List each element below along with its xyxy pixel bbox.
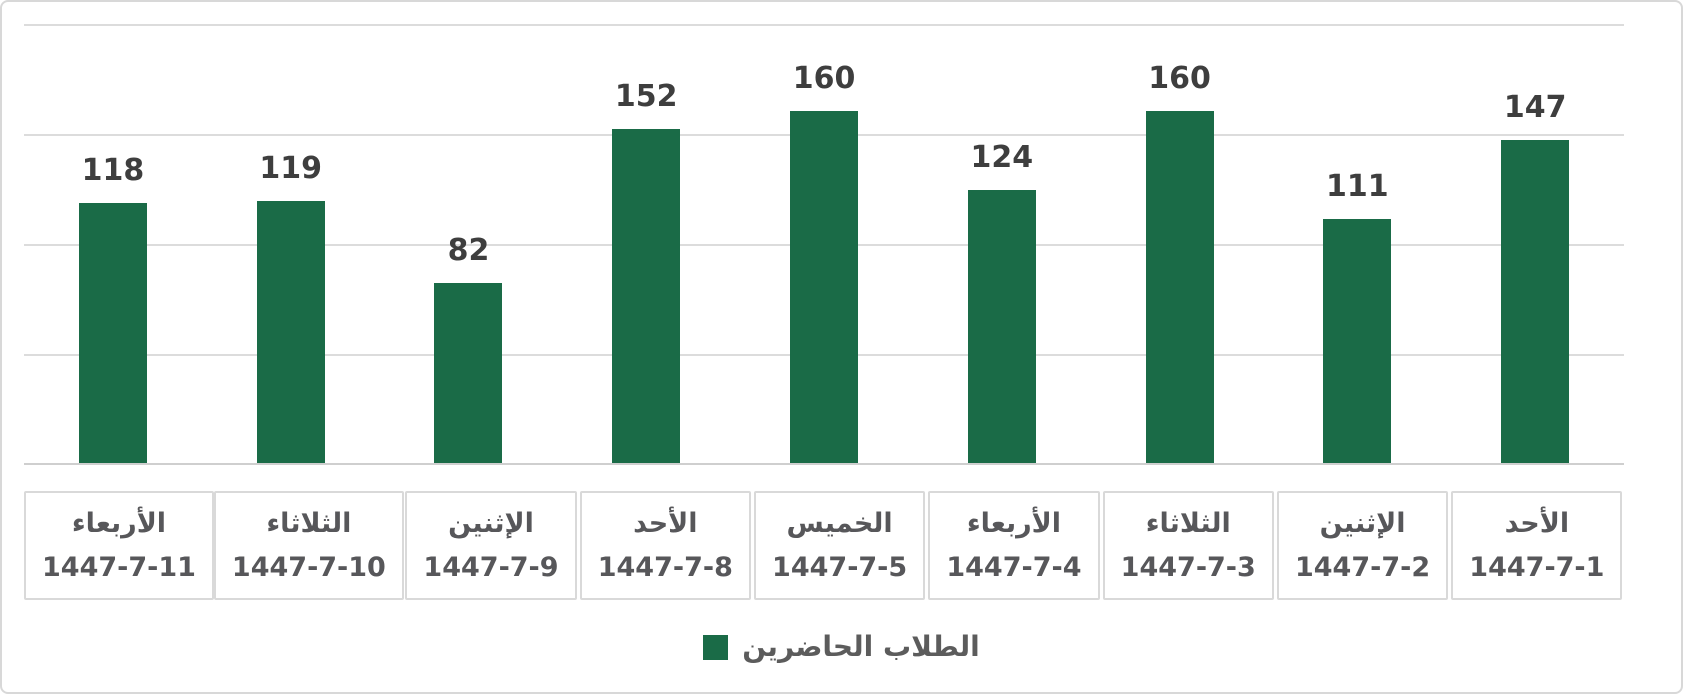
category-labels-row: الأربعاء 1447-7-11 الثلاثاء 1447-7-10 الإثني… [24, 491, 1624, 601]
bar[interactable] [1501, 139, 1570, 463]
bar-column: 160 [1091, 25, 1269, 463]
bar[interactable] [967, 190, 1036, 463]
category-label-cell: الإثنين 1447-7-9 [404, 491, 578, 601]
bar[interactable] [1323, 218, 1392, 463]
bar-value-label: 119 [259, 151, 322, 187]
category-label-cell: الثلاثاء 1447-7-3 [1101, 491, 1275, 601]
bar-chart-plot-area: 118 119 82 152 160 124 160 111 147 [24, 24, 1624, 465]
bar-column: 124 [913, 25, 1091, 463]
category-label-cell: الأحد 1447-7-8 [578, 491, 752, 601]
category-day-label: الأربعاء [71, 508, 167, 539]
bars-row: 118 119 82 152 160 124 160 111 147 [24, 25, 1624, 463]
bar[interactable] [256, 201, 325, 463]
category-day-label: الأحد [1504, 508, 1570, 539]
category-label-box: الإثنين 1447-7-2 [1276, 491, 1449, 601]
category-label-box: الأحد 1447-7-8 [579, 491, 751, 601]
category-day-label: الأربعاء [966, 508, 1062, 539]
category-date-label: 1447-7-11 [42, 552, 196, 584]
category-date-label: 1447-7-8 [597, 552, 733, 584]
bar-column: 152 [557, 25, 735, 463]
category-date-label: 1447-7-3 [1120, 552, 1256, 584]
category-label-cell: الأحد 1447-7-1 [1450, 491, 1624, 601]
category-label-cell: الخميس 1447-7-5 [752, 491, 926, 601]
category-day-label: الإثنين [1319, 508, 1406, 539]
legend-swatch-icon [703, 634, 729, 660]
bar-column: 82 [380, 25, 558, 463]
bar-value-label: 160 [792, 61, 856, 96]
category-day-label: الثلاثاء [1145, 508, 1231, 539]
category-date-label: 1447-7-5 [772, 552, 908, 584]
category-label-box: الأحد 1447-7-1 [1451, 491, 1623, 601]
category-label-cell: الثلاثاء 1447-7-10 [213, 491, 404, 601]
category-label-cell: الأربعاء 1447-7-11 [24, 491, 214, 601]
bar-value-label: 160 [1148, 61, 1211, 96]
category-date-label: 1447-7-10 [231, 552, 386, 584]
category-label-box: الخميس 1447-7-5 [754, 491, 926, 601]
category-day-label: الثلاثاء [266, 508, 352, 539]
category-label-box: الإثنين 1447-7-9 [405, 491, 577, 601]
bar-column: 111 [1268, 25, 1446, 463]
bar-value-label: 147 [1503, 89, 1567, 125]
category-date-label: 1447-7-4 [946, 552, 1082, 584]
category-date-label: 1447-7-9 [423, 552, 559, 584]
bar[interactable] [78, 203, 147, 463]
category-label-cell: الأربعاء 1447-7-4 [927, 491, 1101, 601]
gridline [24, 24, 1624, 26]
bar[interactable] [434, 282, 503, 463]
category-label-box: الأربعاء 1447-7-4 [928, 491, 1100, 601]
category-label-box: الثلاثاء 1447-7-3 [1102, 491, 1274, 601]
bar[interactable] [1145, 111, 1214, 463]
category-date-label: 1447-7-2 [1294, 552, 1431, 584]
category-label-box: الثلاثاء 1447-7-10 [213, 491, 404, 601]
category-day-label: الخميس [786, 508, 893, 539]
bar[interactable] [612, 128, 681, 463]
bar-column: 118 [24, 25, 202, 463]
bar-value-label: 124 [970, 140, 1034, 176]
category-date-label: 1447-7-1 [1469, 552, 1605, 584]
bar-value-label: 111 [1326, 168, 1389, 204]
bar-value-label: 118 [81, 153, 145, 189]
category-day-label: الأحد [633, 508, 698, 539]
bar-value-label: 82 [447, 232, 490, 268]
category-label-box: الأربعاء 1447-7-11 [24, 491, 214, 601]
bar-column: 119 [202, 25, 380, 463]
category-label-cell: الإثنين 1447-7-2 [1275, 491, 1449, 601]
legend-label: الطلاب الحاضرين [742, 630, 980, 663]
bar[interactable] [790, 111, 859, 463]
bar-value-label: 152 [614, 78, 678, 114]
category-day-label: الإثنين [448, 508, 534, 539]
chart-legend[interactable]: الطلاب الحاضرين [2, 633, 1681, 661]
bar-column: 160 [735, 25, 913, 463]
bar-column: 147 [1446, 25, 1624, 463]
